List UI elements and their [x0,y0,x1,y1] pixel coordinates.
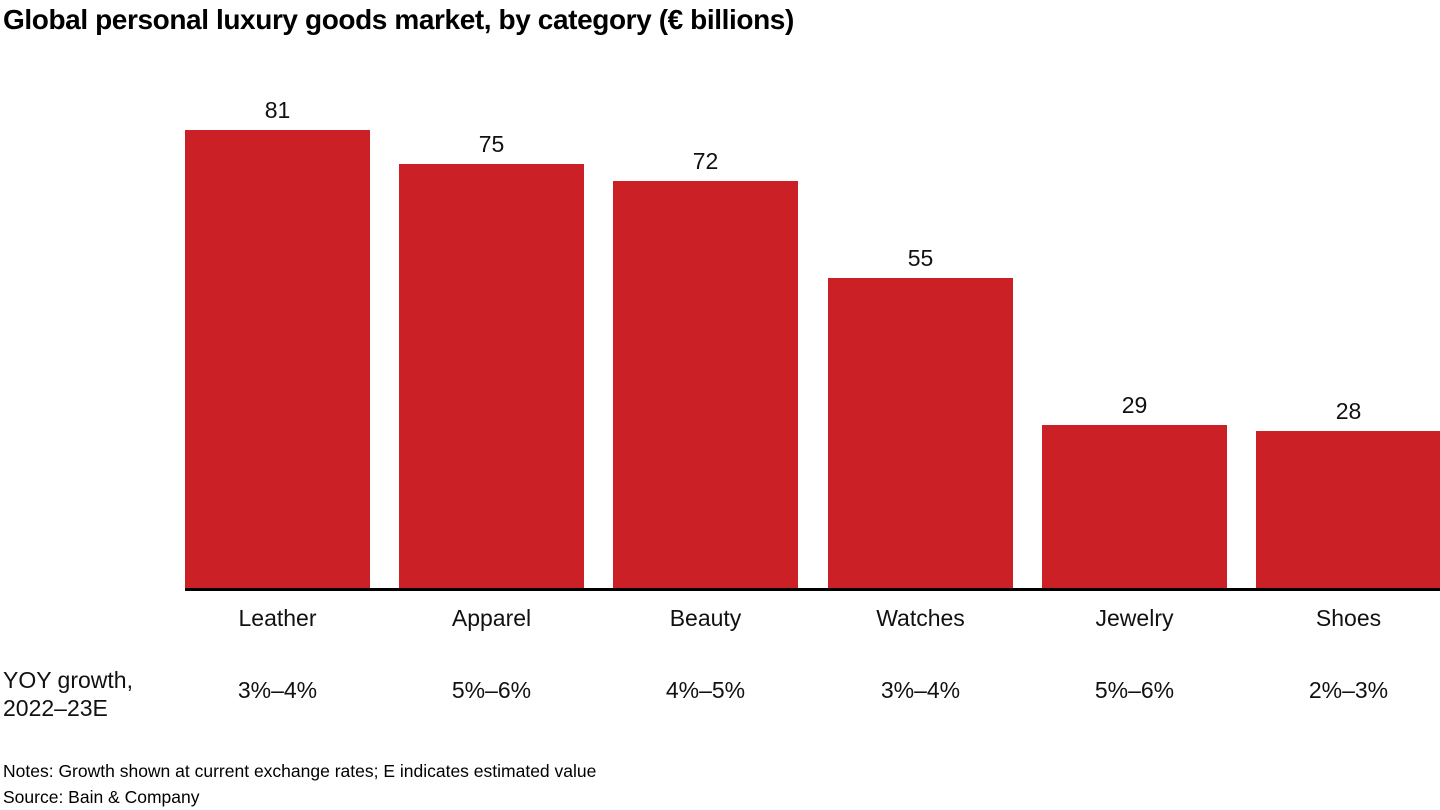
growth-row-label-line1: YOY growth, [3,667,133,693]
growth-value-row: 3%–4% 5%–6% 4%–5% 3%–4% 5%–6% 2%–3% [185,677,1440,709]
category-label: Jewelry [1095,605,1174,631]
category-label: Beauty [669,605,742,631]
category-label: Leather [238,605,317,631]
x-axis-line [185,588,1440,591]
bar-plot: 81 75 72 55 29 28 [185,0,1440,590]
growth-value: 3%–4% [880,677,961,703]
category-label: Apparel [451,605,532,631]
bar-value-label: 72 [692,148,719,174]
category-label: Shoes [1315,605,1382,631]
bar-value-label: 55 [907,245,934,271]
source-text: Source: Bain & Company [3,787,200,807]
bar-value-label: 81 [264,97,291,123]
bar-watches [828,278,1013,590]
bar-apparel [399,164,584,590]
growth-value: 4%–5% [665,677,746,703]
category-label: Watches [876,605,965,631]
bar-shoes [1256,431,1440,590]
growth-value: 5%–6% [1094,677,1175,703]
category-label-row: Leather Apparel Beauty Watches Jewelry Shoes [185,605,1440,637]
chart-title: Global personal luxury goods market, by … [3,4,794,35]
growth-row-label: YOY growth, 2022–23E [3,666,133,722]
bar-leather [185,130,370,590]
growth-value: 5%–6% [451,677,532,703]
bar-value-label: 29 [1121,392,1148,418]
growth-row-label-line2: 2022–23E [3,695,108,721]
bar-value-label: 75 [478,131,505,157]
bar-value-label: 28 [1335,398,1362,424]
growth-value: 2%–3% [1308,677,1389,703]
bar-beauty [613,181,798,590]
bar-jewelry [1042,425,1227,590]
notes-text: Notes: Growth shown at current exchange … [3,761,597,781]
growth-value: 3%–4% [237,677,318,703]
